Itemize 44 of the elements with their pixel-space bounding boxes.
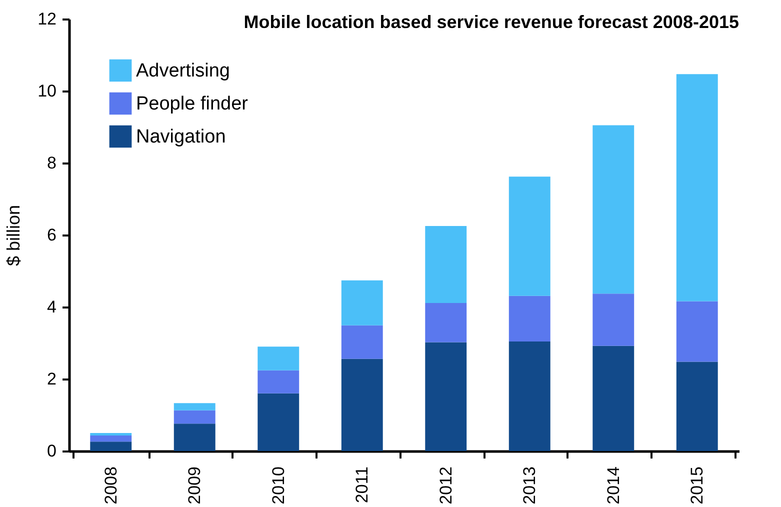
y-tick-label: 0	[47, 442, 56, 460]
y-tick-label: 6	[47, 226, 56, 244]
x-tick-label: 2014	[604, 466, 623, 504]
bar	[258, 346, 300, 370]
legend-label: People finder	[136, 94, 249, 114]
bar	[676, 301, 718, 362]
bar	[676, 362, 718, 451]
y-tick-label: 10	[38, 82, 56, 100]
bar	[90, 436, 132, 442]
legend-label: Advertising	[136, 60, 230, 82]
x-tick-label: 2013	[520, 466, 540, 504]
y-tick-label: 4	[47, 298, 56, 316]
x-tick-label: 2009	[185, 466, 204, 504]
bar	[258, 393, 300, 451]
bar	[425, 226, 467, 304]
x-tick-label: 2015	[688, 466, 707, 504]
bar	[341, 358, 383, 451]
bar	[174, 410, 216, 424]
y-tick-label: 12	[38, 10, 56, 28]
bar	[592, 125, 634, 294]
x-tick-label: 2010	[268, 466, 288, 504]
bar	[592, 346, 634, 451]
x-tick-label: 2012	[436, 466, 456, 504]
bar	[508, 296, 550, 342]
bar	[425, 342, 467, 451]
bar	[258, 370, 300, 394]
bar	[90, 442, 132, 451]
x-tick-label: 2011	[352, 466, 372, 504]
y-axis-title: $ billion	[4, 204, 24, 266]
bar	[341, 280, 383, 326]
bar	[90, 433, 132, 436]
bar	[174, 403, 216, 410]
bar	[174, 424, 216, 451]
bar	[341, 325, 383, 359]
chart-title: Mobile location based service revenue forecast 2008-2015	[244, 12, 739, 32]
bar	[508, 342, 550, 451]
y-tick-label: 8	[47, 154, 56, 172]
bar	[676, 74, 718, 302]
y-tick-label: 2	[47, 370, 56, 388]
legend-label: Navigation	[136, 126, 226, 148]
x-tick-label: 2008	[101, 466, 120, 504]
bar	[592, 294, 634, 346]
bar	[508, 176, 550, 296]
bar	[425, 303, 467, 342]
